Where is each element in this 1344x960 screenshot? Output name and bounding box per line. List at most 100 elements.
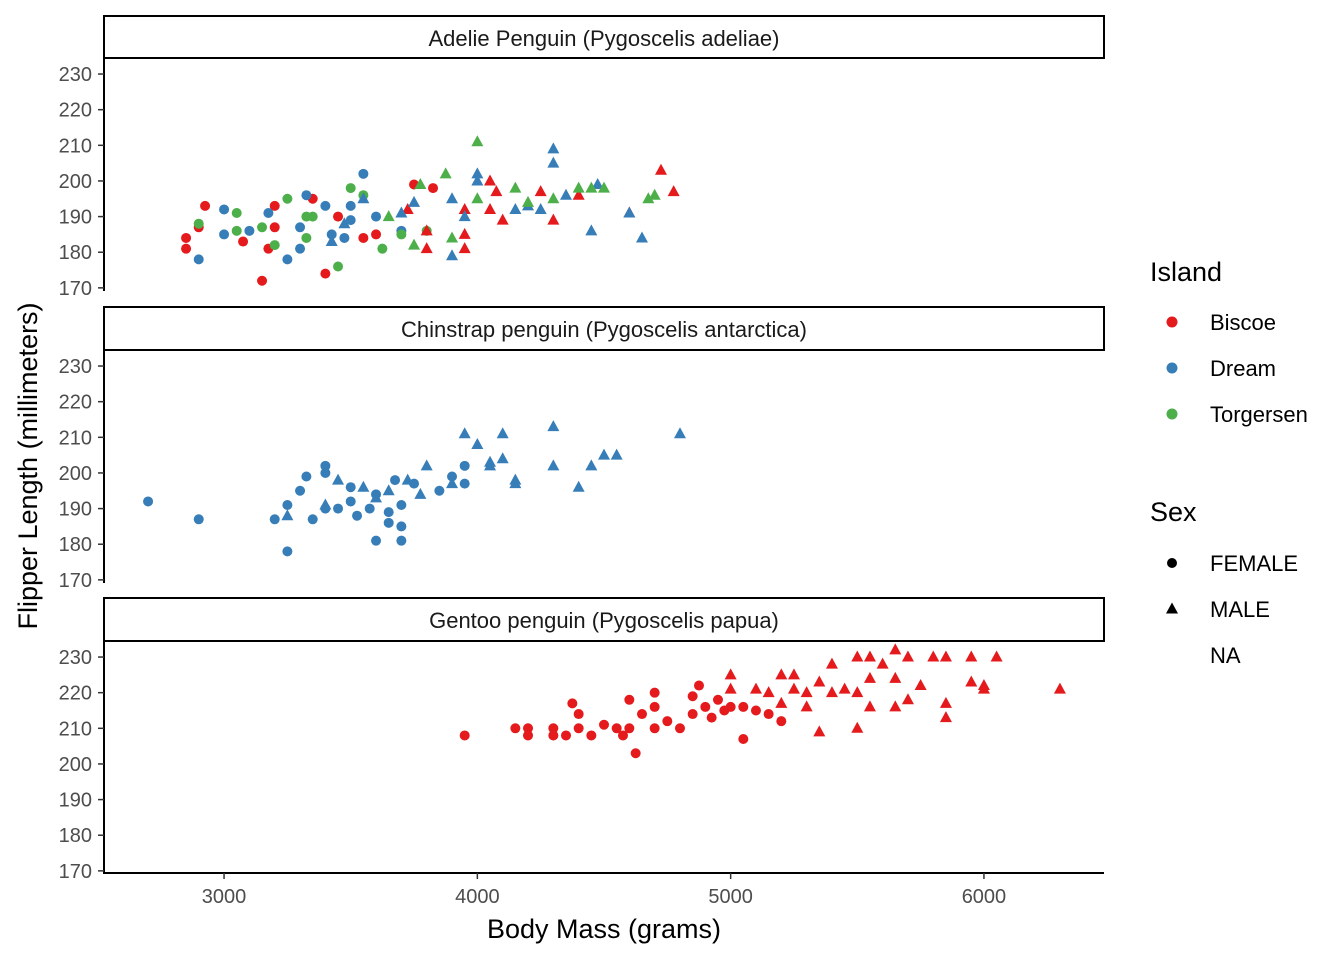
data-point-female: [301, 471, 312, 482]
x-axis-label: Body Mass (grams): [487, 914, 721, 944]
data-point-male: [458, 427, 471, 439]
data-point-female: [428, 183, 439, 194]
data-point-male: [623, 206, 636, 218]
data-point-female: [219, 204, 230, 215]
data-point-female: [345, 215, 356, 226]
data-point-male: [990, 650, 1003, 662]
data-point-male: [825, 657, 838, 669]
data-point-female: [573, 723, 584, 734]
data-point-male: [534, 202, 547, 214]
data-point-female: [434, 485, 445, 496]
data-point-female: [269, 240, 280, 251]
data-point-male: [800, 700, 813, 712]
data-point-male: [414, 487, 427, 499]
data-point-female: [320, 460, 331, 471]
data-point-female: [320, 467, 331, 478]
data-point-male: [338, 217, 351, 229]
data-point-male: [572, 181, 585, 193]
data-point-female: [649, 701, 660, 712]
data-point-male: [939, 711, 952, 723]
data-point-female: [143, 496, 154, 507]
data-point-female: [586, 730, 597, 741]
data-point-male: [319, 498, 332, 510]
data-point-female: [333, 503, 344, 514]
data-point-female: [763, 709, 774, 720]
facets: Adelie Penguin (Pygoscelis adeliae) 170 18…: [59, 15, 1105, 883]
data-point-male: [408, 195, 421, 207]
facet-panel: Adelie Penguin (Pygoscelis adeliae) 170 18…: [59, 15, 1105, 300]
data-point-male: [420, 242, 433, 254]
data-point-female: [700, 701, 711, 712]
legend-key-torgersen: [1166, 408, 1178, 420]
data-point-female: [636, 709, 647, 720]
data-point-female: [301, 190, 312, 201]
data-point-female: [573, 709, 584, 720]
data-point-male: [484, 459, 497, 471]
data-point-female: [333, 211, 344, 222]
data-point-male: [889, 643, 902, 655]
data-point-male: [598, 181, 610, 193]
data-point-male: [439, 167, 452, 179]
data-point-female: [599, 719, 609, 730]
data-point-male: [496, 427, 509, 439]
data-point-female: [301, 232, 312, 243]
data-point-female: [257, 275, 268, 286]
data-point-female: [282, 254, 293, 265]
data-point-male: [901, 650, 914, 662]
data-point-male: [509, 473, 522, 485]
data-point-male: [591, 178, 604, 190]
data-point-female: [371, 211, 382, 222]
data-point-male: [408, 238, 421, 250]
facet-panel: Chinstrap penguin (Pygoscelis antarctica…: [59, 306, 1105, 592]
data-point-female: [371, 229, 382, 240]
legend-key-dream: [1166, 362, 1178, 374]
data-point-male: [851, 650, 864, 662]
data-point-female: [193, 254, 204, 265]
data-point-female: [383, 517, 394, 528]
data-point-female: [193, 218, 204, 229]
legend-key-male: [1166, 602, 1178, 614]
data-point-male: [863, 650, 876, 662]
data-point-male: [749, 682, 762, 694]
data-point-female: [219, 229, 230, 240]
facet-panel: Gentoo penguin (Pygoscelis papua) 170 180 1…: [59, 597, 1105, 883]
y-tick-label: 200: [59, 171, 92, 193]
legend-label: Dream: [1210, 356, 1276, 381]
data-point-male: [446, 231, 459, 243]
data-point-male: [446, 192, 459, 204]
data-point-female: [371, 535, 382, 546]
data-point-male: [863, 700, 876, 712]
legend-island-title: Island: [1150, 257, 1222, 287]
data-point-female: [624, 694, 635, 705]
data-point-male: [401, 202, 414, 214]
data-point-male: [724, 682, 737, 694]
data-point-male: [724, 668, 737, 680]
data-point-male: [471, 192, 484, 204]
data-point-male: [458, 202, 471, 214]
data-point-male: [775, 696, 788, 708]
data-point-female: [193, 514, 204, 525]
data-point-female: [459, 478, 470, 489]
data-point-male: [522, 195, 535, 207]
data-point-male: [813, 675, 826, 687]
data-point-female: [459, 730, 470, 741]
data-point-male: [965, 675, 978, 687]
data-point-female: [269, 222, 280, 233]
data-point-male: [775, 668, 788, 680]
data-point-female: [345, 183, 356, 194]
data-point-female: [345, 496, 356, 507]
y-tick-label: 200: [59, 463, 92, 485]
data-point-female: [320, 200, 331, 211]
x-tick-label: 5000: [708, 886, 753, 908]
data-point-male: [635, 231, 648, 243]
data-point-male: [471, 167, 484, 179]
data-point-male: [901, 693, 914, 705]
data-point-female: [725, 701, 736, 712]
data-point-male: [370, 491, 383, 503]
data-point-female: [712, 694, 723, 705]
data-point-male: [977, 682, 990, 694]
data-point-male: [787, 682, 800, 694]
data-point-female: [459, 460, 470, 471]
data-point-male: [382, 484, 395, 496]
data-point-female: [548, 723, 559, 734]
